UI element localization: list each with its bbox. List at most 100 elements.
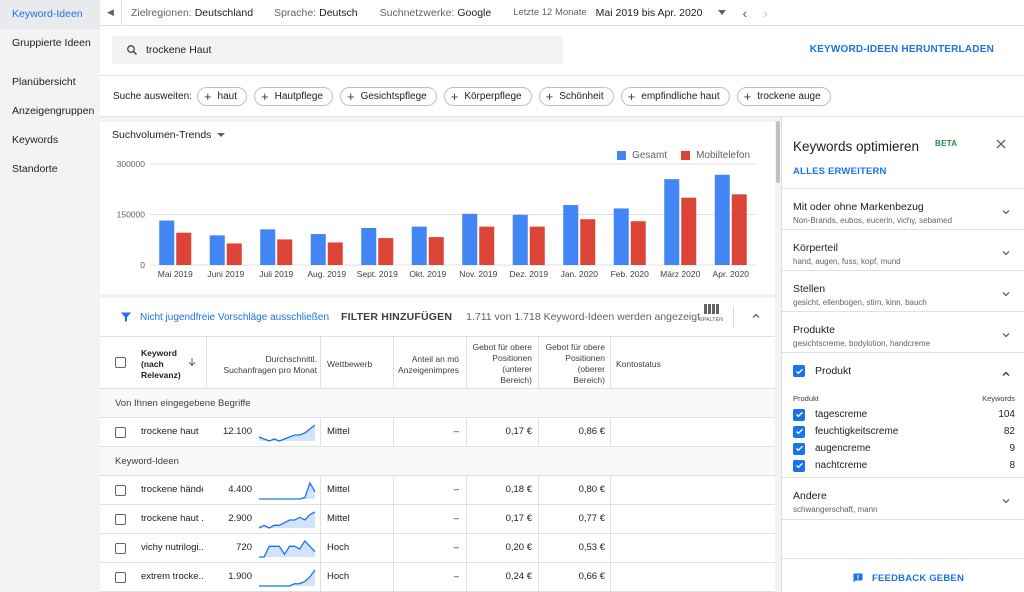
refine-keywords-panel: Keywords optimieren BETA ALLES ERWEITERN… <box>781 117 1024 592</box>
trend-type-select[interactable]: Suchvolumen-Trends <box>112 129 226 141</box>
search-networks[interactable]: Suchnetzwerke: Google <box>380 7 492 19</box>
row-checkbox[interactable] <box>115 572 126 583</box>
product-row[interactable]: feuchtigkeitscreme 82 <box>793 423 1015 440</box>
x-tick-label: Feb. 2020 <box>611 269 650 279</box>
select-all-checkbox[interactable] <box>115 357 126 368</box>
columns-label: SPALTEN <box>698 317 724 323</box>
product-row[interactable]: augencreme 9 <box>793 440 1015 457</box>
y-tick-label: 300000 <box>117 159 146 169</box>
download-keyword-ideas-button[interactable]: KEYWORD-IDEEN HERUNTERLADEN <box>809 44 994 55</box>
legend-total: Gesamt <box>617 150 667 161</box>
plus-icon: + <box>627 89 636 104</box>
section-keyword-ideas: Keyword-Ideen <box>100 447 775 476</box>
broaden-chip-label: Schönheit <box>559 91 604 102</box>
broaden-chip[interactable]: + Hautpflege <box>254 87 333 106</box>
refine-section-spots[interactable]: Stellen gesicht, ellenbogen, stirn, kinn… <box>782 270 1024 311</box>
header-impression-share[interactable]: Anteil an mö Anzeigenimpres <box>395 354 459 406</box>
header-avg-searches[interactable]: Durchschnittl. Suchanfragen pro Monat <box>206 354 317 406</box>
keywords-col-label: Keywords <box>982 394 1015 403</box>
header-bid-low[interactable]: Gebot für obere Positionen (unterer Bere… <box>467 342 532 394</box>
header-account-status[interactable]: Kontostatus <box>616 359 661 369</box>
sidebar-item-grouped-ideas[interactable]: Gruppierte Ideen <box>12 37 91 49</box>
bar-mobile <box>529 226 545 265</box>
product-group-toggle[interactable]: Produkt <box>793 365 851 377</box>
broaden-chip[interactable]: + trockene auge <box>736 87 831 106</box>
chevron-up-icon[interactable] <box>750 310 762 322</box>
sidebar-item-ad-groups[interactable]: Anzeigengruppen <box>12 105 95 117</box>
previous-period-button[interactable]: ‹ <box>742 4 748 21</box>
row-checkbox[interactable] <box>115 514 126 525</box>
product-group-checkbox[interactable] <box>793 365 805 377</box>
keyword-count-text: 1.711 von 1.718 Keyword-Ideen werden ang… <box>466 311 701 323</box>
search-input[interactable] <box>146 44 526 56</box>
search-networks-label: Suchnetzwerke: <box>379 6 455 19</box>
refine-section-other[interactable]: Andere schwangerschaft, mann <box>782 477 1024 519</box>
row-checkbox[interactable] <box>115 485 126 496</box>
broaden-chip[interactable]: + haut <box>196 87 248 106</box>
sort-down-arrow-icon[interactable] <box>187 357 197 409</box>
table-row[interactable]: trockene haut ... 2.900 Mittel – 0,17 € 0,77 … <box>100 505 775 534</box>
header-keyword-line: Relevanz) <box>141 370 181 380</box>
broaden-chip[interactable]: + Gesichtspflege <box>339 87 437 106</box>
next-period-button[interactable]: › <box>763 4 768 21</box>
sparkline-line <box>259 481 316 500</box>
row-checkbox[interactable] <box>115 427 126 438</box>
add-filter-button[interactable]: FILTER HINZUFÜGEN <box>341 311 453 323</box>
refine-section-products[interactable]: Produkte gesichtscreme, bodylotion, hand… <box>782 311 1024 352</box>
sidebar-item-plan-overview[interactable]: Planübersicht <box>12 76 76 88</box>
broaden-chip[interactable]: + Körperpflege <box>443 87 532 106</box>
expand-all-button[interactable]: ALLES ERWEITERN <box>793 166 887 177</box>
bar-total <box>613 208 629 265</box>
broaden-chip[interactable]: + Schönheit <box>538 87 614 106</box>
search-box[interactable] <box>112 36 563 64</box>
close-icon[interactable] <box>995 138 1007 150</box>
table-row[interactable]: trockene haut 12.100 Mittel – 0,17 € 0,86 € <box>100 418 775 447</box>
table-row[interactable]: vichy nutrilogi... 720 Hoch – 0,20 € 0,53 € <box>100 534 775 563</box>
row-trend-sparkline <box>258 424 316 442</box>
product-checkbox[interactable] <box>793 425 805 438</box>
chevron-down-icon <box>1002 333 1010 338</box>
bar-mobile <box>378 238 394 265</box>
product-checkbox[interactable] <box>793 408 805 421</box>
scrollbar-thumb[interactable] <box>776 121 780 183</box>
broaden-chip[interactable]: + empfindliche haut <box>620 87 730 106</box>
date-range-select[interactable]: Letzte 12 Monate Mai 2019 bis Apr. 2020 <box>513 7 727 19</box>
sidebar-item-keyword-ideas[interactable]: Keyword-Ideen <box>0 0 100 29</box>
bar-total <box>714 174 730 265</box>
refine-section-body-part[interactable]: Körperteil hand, augen, fuss, kopf, mund <box>782 229 1024 270</box>
sidebar-item-locations[interactable]: Standorte <box>12 163 58 175</box>
product-keyword-count: 9 <box>1009 443 1015 454</box>
chart-legend: Gesamt Mobiltelefon <box>603 150 750 161</box>
collapse-sidebar-button[interactable]: ◀ <box>100 0 122 26</box>
filter-icon[interactable] <box>120 311 132 323</box>
row-avg-searches: 2.900 <box>228 513 252 524</box>
product-checkbox[interactable] <box>793 459 805 472</box>
columns-button[interactable]: SPALTEN <box>698 304 724 323</box>
header-competition[interactable]: Wettbewerb <box>327 359 373 369</box>
target-regions-value: Deutschland <box>194 6 254 19</box>
feedback-button[interactable]: FEEDBACK GEBEN <box>852 572 964 584</box>
row-checkbox[interactable] <box>115 543 126 554</box>
sidebar-item-keywords[interactable]: Keywords <box>12 134 59 146</box>
exclude-adult-filter-link[interactable]: Nicht jugendfreie Vorschläge ausschließe… <box>140 311 329 323</box>
row-checkbox-wrap <box>115 427 126 439</box>
table-row[interactable]: extrem trocke... 1.900 Hoch – 0,24 € 0,66 € <box>100 563 775 592</box>
refine-section-brand[interactable]: Mit oder ohne Markenbezug Non-Brands, eu… <box>782 188 1024 229</box>
broaden-chip-label: Körperpflege <box>464 91 522 102</box>
sparkline-line <box>258 511 316 529</box>
language[interactable]: Sprache: Deutsch <box>274 7 358 19</box>
main-scrollbar[interactable] <box>775 117 781 592</box>
row-keyword: trockene haut <box>141 426 199 437</box>
bar-mobile <box>327 242 343 265</box>
product-row[interactable]: tagescreme 104 <box>793 406 1015 423</box>
row-trend-sparkline <box>259 539 316 558</box>
target-regions[interactable]: Zielregionen: Deutschland <box>131 7 253 19</box>
product-checkbox[interactable] <box>793 442 805 455</box>
bar-total <box>563 205 579 265</box>
product-row[interactable]: nachtcreme 8 <box>793 457 1015 474</box>
chevron-down-icon <box>1002 210 1010 215</box>
table-row[interactable]: trockene hände 4.400 Mittel – 0,18 € 0,80 € <box>100 476 775 505</box>
chevron-up-icon[interactable] <box>1000 368 1012 380</box>
header-keyword[interactable]: Keyword (nach Relevanz) <box>141 348 181 400</box>
header-bid-high[interactable]: Gebot für obere Positionen (oberer Berei… <box>540 342 605 394</box>
